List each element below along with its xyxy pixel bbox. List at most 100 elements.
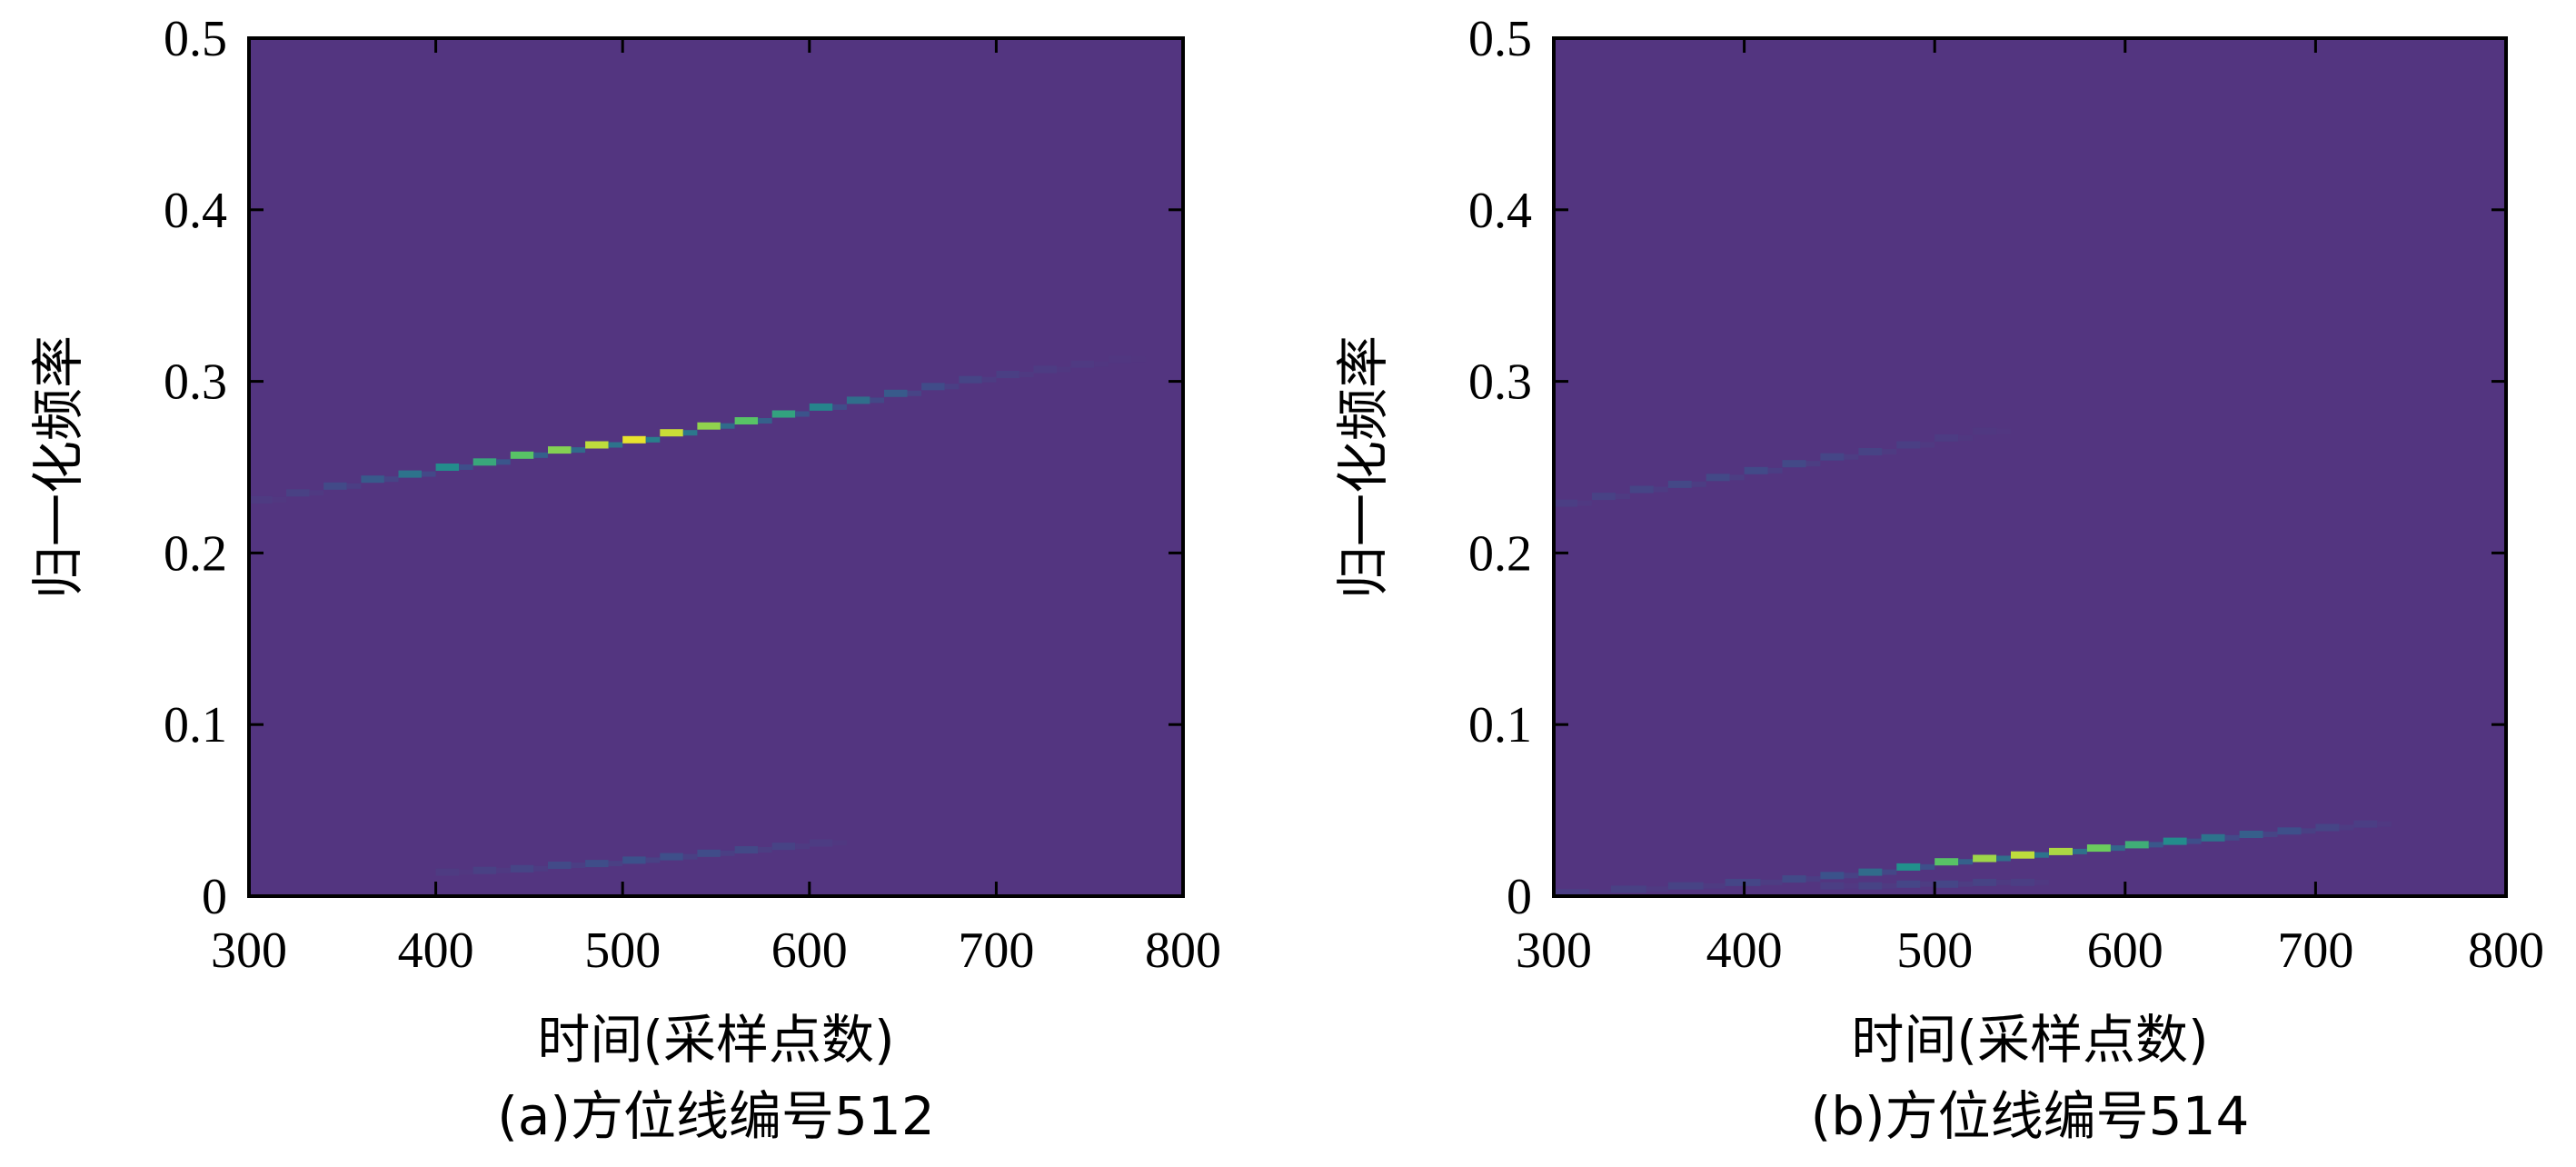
heatmap-cell-gap [346, 483, 362, 489]
heatmap-cell-gap [1958, 881, 1974, 887]
heatmap-cell [1033, 365, 1057, 374]
x-tick-label: 600 [2087, 923, 2163, 979]
heatmap-cell [1973, 427, 1997, 435]
heatmap-cell-gap [1615, 494, 1630, 500]
heatmap-cell [2163, 837, 2187, 845]
heatmap-cell-gap [981, 376, 997, 383]
heatmap-cell-gap [608, 442, 623, 448]
heatmap-cell-gap [1057, 366, 1071, 373]
heatmap-cell-gap [907, 390, 922, 396]
heatmap-cell [2049, 847, 2073, 855]
heatmap-cell [435, 868, 460, 876]
heatmap-cell [585, 860, 609, 868]
panel-b: 300 400 500 600 700 800 0 0.1 0.2 0.3 0.4 0.5 时间(采… [1332, 11, 2544, 1147]
y-tick-label: 0.5 [164, 11, 227, 67]
heatmap-cell [959, 375, 982, 384]
heatmap-cell [622, 435, 646, 444]
heatmap-cell-gap [1729, 474, 1745, 481]
x-axis-label-b: 时间(采样点数) [1851, 1009, 2208, 1071]
heatmap-cell [2201, 833, 2225, 842]
heatmap-cell-gap [309, 490, 324, 496]
y-axis-label-b: 归一化频率 [1332, 335, 1394, 599]
x-tick-label: 500 [1896, 923, 1973, 979]
heatmap-cell-gap [571, 863, 586, 868]
heatmap-cell [660, 429, 683, 437]
heatmap-cell-gap [571, 447, 586, 454]
heatmap-cell-gap [1882, 869, 1897, 875]
heatmap-cell [323, 482, 347, 490]
heatmap-cell [1973, 854, 1997, 863]
heatmap-cell [2353, 820, 2378, 828]
heatmap-cell-gap [645, 436, 661, 443]
heatmap-cell-gap [1646, 886, 1668, 893]
y-tick-label: 0.5 [1468, 11, 1532, 67]
heatmap-cell [1782, 460, 1806, 468]
heatmap-cell [1554, 499, 1577, 507]
heatmap-cell-gap [459, 869, 473, 875]
y-tick-label: 0 [202, 869, 227, 925]
heatmap-cell-gap [645, 857, 661, 863]
x-tick-label: 700 [2277, 923, 2353, 979]
heatmap-cell-gap [1996, 428, 2011, 434]
heatmap-cell [697, 849, 721, 857]
heatmap-cell [1820, 872, 1845, 880]
heatmap-cell [472, 458, 497, 466]
heatmap-cell-gap [1589, 890, 1611, 896]
heatmap-cell-gap [1920, 881, 1935, 887]
heatmap-cell-gap [1131, 356, 1146, 363]
heatmap-cell-gap [533, 865, 548, 872]
heatmap-cell [1782, 875, 1806, 883]
heatmap-cell-gap [2186, 838, 2202, 844]
heatmap-cell-gap [720, 850, 735, 856]
y-axis-ticks-b: 0 0.1 0.2 0.3 0.4 0.5 [1468, 11, 2506, 925]
x-tick-label: 700 [958, 923, 1034, 979]
heatmap-cell [1706, 474, 1730, 482]
y-tick-label: 0.2 [1468, 525, 1532, 582]
heatmap-cell [548, 862, 572, 869]
x-tick-label: 400 [398, 923, 474, 979]
heatmap-cells-a [249, 355, 1146, 876]
y-axis-label-a: 归一化频率 [27, 335, 89, 599]
heatmap-cell [2124, 841, 2149, 849]
heatmap-cell-gap [870, 397, 884, 404]
heatmap-cell [398, 470, 422, 478]
heatmap-cell-gap [682, 853, 698, 860]
heatmap-cell [1896, 880, 1921, 888]
heatmap-cell [435, 464, 460, 471]
heatmap-cell-gap [1703, 883, 1726, 889]
heatmap-cell [510, 864, 534, 873]
x-axis-ticks-b: 300 400 500 600 700 800 [1516, 38, 2544, 979]
heatmap-cell [2239, 831, 2263, 838]
heatmap-cell [2086, 844, 2111, 853]
heatmap-cell-gap [2073, 848, 2087, 854]
heatmap-cell [2315, 823, 2340, 832]
x-tick-label: 800 [2468, 923, 2544, 979]
heatmap-cell-gap [758, 418, 772, 424]
heatmap-cell-gap [795, 411, 810, 417]
heatmap-cell-gap [720, 423, 735, 429]
heatmap-cell-gap [2224, 834, 2240, 841]
heatmap-cell [1667, 480, 1692, 488]
heatmap-cell [361, 475, 384, 484]
heatmap-cell-gap [496, 459, 511, 465]
heatmap-cell-gap [2301, 828, 2316, 834]
axes-frame-b [1552, 36, 2508, 898]
heatmap-cell-gap [1577, 500, 1592, 506]
y-tick-label: 0.2 [164, 525, 227, 582]
heatmap-cell [1896, 441, 1921, 449]
heatmap-cell [771, 843, 796, 851]
heatmap-cell [1934, 434, 1959, 442]
heatmap-cell-gap [496, 867, 511, 873]
heatmap-cell [734, 417, 759, 424]
heatmap-cell [1896, 863, 1921, 871]
heatmap-cell [1858, 448, 1883, 455]
heatmap-cell-gap [1996, 855, 2011, 862]
heatmap-cell [1591, 493, 1616, 501]
heatmap-cell [1554, 889, 1589, 897]
heatmap-cell-gap [459, 464, 473, 470]
heatmap-cell [884, 389, 908, 397]
heatmap-cell [1934, 858, 1959, 866]
heatmap-cell [1934, 880, 1959, 888]
heatmap-cell-gap [2148, 842, 2163, 848]
